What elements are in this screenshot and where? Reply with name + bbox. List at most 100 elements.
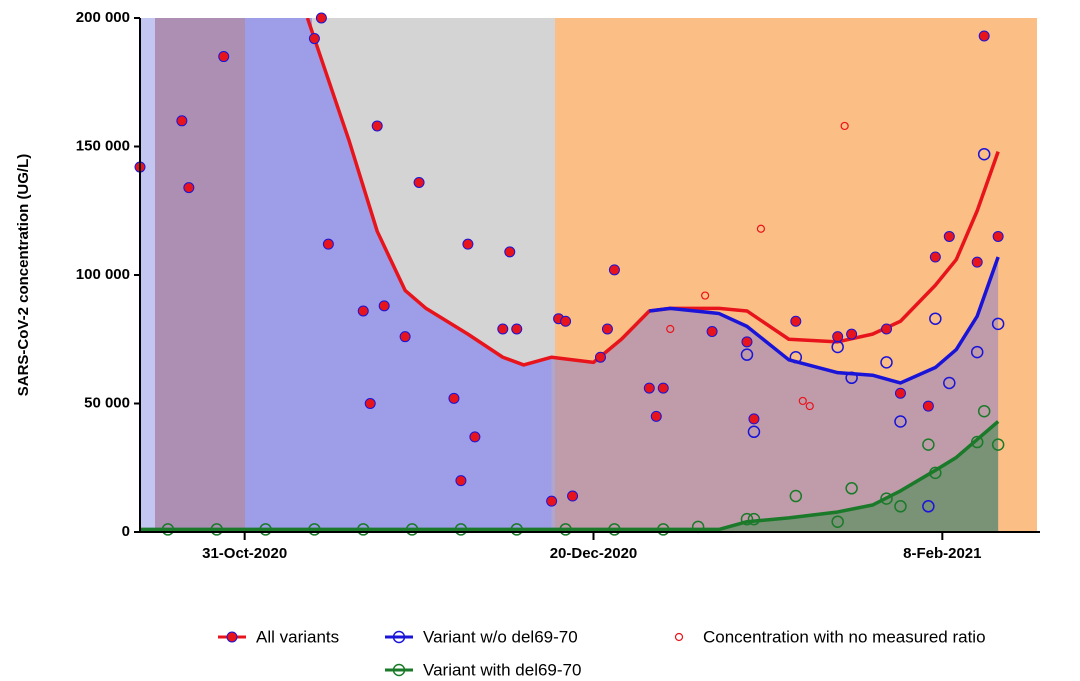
point xyxy=(559,523,572,536)
point xyxy=(970,435,984,449)
point xyxy=(840,121,849,131)
area xyxy=(551,257,999,532)
point xyxy=(364,398,376,409)
point xyxy=(650,410,662,422)
point xyxy=(740,348,754,361)
area xyxy=(140,421,999,532)
point xyxy=(357,305,369,317)
point xyxy=(546,495,558,507)
point xyxy=(308,523,321,536)
point xyxy=(176,115,188,127)
point xyxy=(747,425,761,439)
line xyxy=(140,420,1000,532)
point xyxy=(511,323,523,335)
point xyxy=(991,438,1005,451)
legend-marker xyxy=(226,631,238,643)
legend-label: All variants xyxy=(256,627,339,646)
legend-label: Variant with del69-70 xyxy=(423,660,581,679)
legend-marker xyxy=(392,663,406,677)
axes: 0 50 000 100 000 150 000 200 000 31-Oct-2020 2… xyxy=(76,9,1040,562)
legend: All variants Variant w/o del69-70 Variant … xyxy=(218,627,986,679)
point xyxy=(846,328,858,340)
point xyxy=(831,340,844,354)
point xyxy=(497,323,509,335)
point xyxy=(929,466,942,480)
point xyxy=(929,312,942,325)
y-tick-label: 50 000 xyxy=(84,394,130,411)
point xyxy=(881,323,893,335)
point xyxy=(756,224,766,233)
point xyxy=(560,315,572,327)
point xyxy=(454,523,468,536)
point xyxy=(448,392,460,404)
point xyxy=(701,291,710,300)
point xyxy=(666,324,675,334)
point xyxy=(510,523,523,536)
point xyxy=(455,475,467,487)
y-tick-label: 100 000 xyxy=(76,266,130,283)
point xyxy=(218,51,230,63)
line xyxy=(305,18,1000,367)
point xyxy=(831,515,844,528)
point xyxy=(608,264,620,276)
point xyxy=(845,371,858,385)
y-axis-title: SARS-CoV-2 concentration (UG/L) xyxy=(15,154,32,397)
point xyxy=(357,523,370,536)
point xyxy=(161,523,175,536)
point xyxy=(922,500,935,513)
point xyxy=(832,331,844,343)
point xyxy=(978,30,990,42)
point xyxy=(315,12,327,24)
point xyxy=(741,336,753,348)
legend-label: Variant w/o del69-70 xyxy=(423,627,578,646)
point xyxy=(970,345,984,359)
legend-marker xyxy=(674,632,684,642)
y-tick-label: 0 xyxy=(122,523,130,540)
point xyxy=(378,300,390,312)
band xyxy=(140,18,155,532)
point xyxy=(322,238,334,250)
point xyxy=(845,482,858,495)
legend-label: Concentration with no measured ratio xyxy=(703,627,986,646)
x-tick-label: 31-Oct-2020 xyxy=(202,545,287,562)
point xyxy=(991,317,1005,331)
band xyxy=(245,18,312,532)
x-tick-label: 20-Dec-2020 xyxy=(550,545,638,562)
point xyxy=(894,500,907,513)
point xyxy=(992,230,1004,242)
point xyxy=(601,323,613,335)
point xyxy=(462,238,474,250)
point xyxy=(706,326,718,338)
point xyxy=(643,382,655,394)
point xyxy=(308,33,320,45)
point xyxy=(740,512,754,526)
point xyxy=(657,382,669,394)
point xyxy=(469,431,481,443)
point xyxy=(977,404,991,418)
y-tick-label: 200 000 xyxy=(76,9,130,26)
point xyxy=(567,490,579,502)
point xyxy=(894,415,907,428)
point xyxy=(971,256,983,268)
point xyxy=(789,350,803,364)
points xyxy=(134,12,1005,536)
y-tick-label: 150 000 xyxy=(76,137,130,154)
point xyxy=(894,387,906,399)
point xyxy=(183,182,195,194)
point xyxy=(371,120,383,132)
point xyxy=(798,396,807,406)
point xyxy=(504,246,516,258)
point xyxy=(210,523,223,536)
point xyxy=(943,376,956,390)
point xyxy=(259,523,272,536)
point xyxy=(880,492,893,505)
point xyxy=(943,230,955,242)
point xyxy=(405,523,419,536)
point xyxy=(880,356,893,369)
point xyxy=(413,176,425,188)
point xyxy=(608,523,621,536)
x-tick-label: 8-Feb-2021 xyxy=(903,545,981,562)
legend-marker xyxy=(392,630,406,644)
point xyxy=(929,251,941,263)
